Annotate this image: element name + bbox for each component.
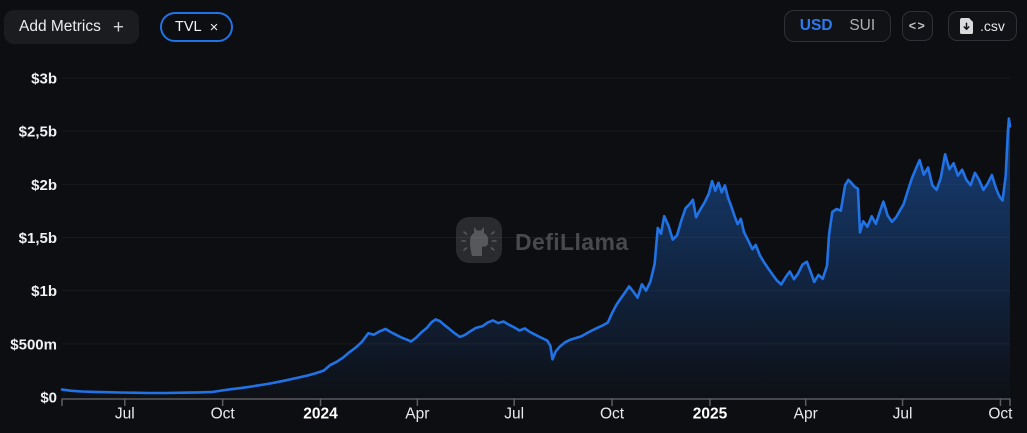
x-axis-label: Apr	[405, 406, 429, 423]
add-metrics-label: Add Metrics	[19, 18, 101, 35]
download-csv-button[interactable]: .csv	[948, 11, 1017, 41]
x-axis-label: Oct	[988, 406, 1013, 423]
tvl-line	[60, 117, 1012, 395]
y-axis-label: $500m	[10, 336, 57, 353]
x-axis-label: Oct	[600, 406, 625, 423]
x-axis-label: Jul	[504, 406, 524, 423]
plus-icon: +	[112, 16, 124, 38]
currency-toggle: USD SUI	[784, 10, 891, 42]
y-axis-label: $2b	[31, 177, 57, 194]
metric-chip-label: TVL	[175, 19, 202, 35]
y-axis-label: $1,5b	[19, 230, 57, 247]
code-brackets-icon: <>	[908, 19, 927, 33]
add-metrics-button[interactable]: Add Metrics +	[4, 10, 139, 44]
metric-chip-tvl[interactable]: TVL ×	[160, 12, 234, 42]
currency-option-usd[interactable]: USD	[799, 17, 833, 34]
x-axis-label: Jul	[115, 406, 135, 423]
file-download-icon	[960, 18, 973, 34]
close-icon[interactable]: ×	[209, 18, 219, 36]
embed-button[interactable]: <>	[902, 11, 933, 41]
y-axis-label: $0	[40, 390, 57, 407]
currency-option-sui[interactable]: SUI	[849, 17, 876, 34]
tvl-area	[62, 118, 1010, 399]
csv-button-label: .csv	[980, 18, 1005, 34]
x-axis-label: 2025	[693, 406, 728, 423]
x-axis-label: Apr	[794, 406, 818, 423]
x-axis-label: 2024	[303, 406, 338, 423]
y-axis-label: $1b	[31, 283, 57, 300]
x-axis-label: Jul	[893, 406, 913, 423]
x-axis-label: Oct	[211, 406, 236, 423]
y-axis-label: $3b	[31, 71, 57, 88]
y-axis-label: $2,5b	[19, 124, 57, 141]
